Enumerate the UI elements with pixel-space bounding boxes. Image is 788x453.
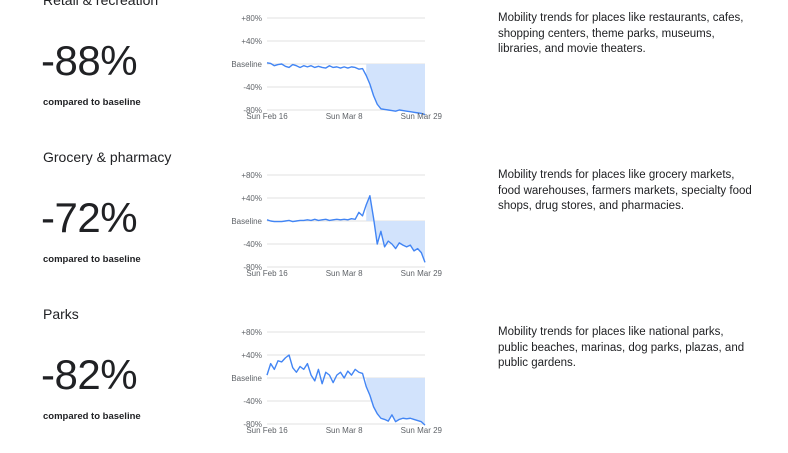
section-title: Grocery & pharmacy (43, 149, 172, 165)
section-grocery-pharmacy: Grocery & pharmacy -72% compared to base… (0, 139, 788, 296)
change-area (366, 195, 425, 263)
section-title: Parks (43, 306, 79, 322)
percent-change: -72% (41, 194, 138, 241)
series-line (266, 195, 426, 263)
y-tick-label: +40% (241, 194, 262, 203)
y-tick-label: -80% (243, 420, 262, 429)
y-tick-label: +80% (241, 14, 262, 23)
y-tick-label: -40% (243, 83, 262, 92)
mobility-chart: +80% +40% Baseline -40% -80%Sun Feb 16 Sun Ma… (231, 171, 443, 278)
y-tick-label: Baseline (231, 374, 262, 383)
y-tick-label: -80% (243, 106, 262, 115)
y-tick-label: -80% (243, 263, 262, 272)
mobility-chart: +80% +40% Baseline -40% -80%Sun Feb 16 Sun Ma… (231, 328, 443, 435)
x-tick-label: Sun Mar 29 (401, 426, 443, 435)
compared-to-baseline-label: compared to baseline (43, 97, 141, 108)
section-description: Mobility trends for places like grocery … (498, 169, 752, 212)
series-line (266, 62, 426, 116)
y-tick-label: -40% (243, 240, 262, 249)
section-description: Mobility trends for places like national… (498, 326, 745, 369)
x-tick-label: Sun Mar 29 (401, 112, 443, 121)
change-area (366, 64, 425, 115)
x-tick-label: Sun Mar 8 (326, 269, 363, 278)
y-tick-label: Baseline (231, 60, 262, 69)
section-description: Mobility trends for places like restaura… (498, 12, 744, 55)
percent-change: -88% (41, 37, 138, 84)
percent-change: -82% (41, 351, 138, 398)
x-tick-label: Sun Mar 29 (401, 269, 443, 278)
x-tick-label: Sun Feb 16 (246, 112, 288, 121)
y-tick-label: +40% (241, 37, 262, 46)
compared-to-baseline-label: compared to baseline (43, 254, 141, 265)
y-tick-label: -40% (243, 397, 262, 406)
section-title: Retail & recreation (43, 0, 159, 8)
compared-to-baseline-label: compared to baseline (43, 411, 141, 422)
y-tick-label: +80% (241, 171, 262, 180)
change-area (366, 378, 425, 426)
x-tick-label: Sun Feb 16 (246, 426, 288, 435)
y-tick-label: +40% (241, 351, 262, 360)
section-parks: Parks -82% compared to baseline +80% +40%… (0, 296, 788, 453)
mobility-chart: +80% +40% Baseline -40% -80%Sun Feb 16 Sun Ma… (231, 14, 443, 121)
x-tick-label: Sun Mar 8 (326, 426, 363, 435)
y-tick-label: +80% (241, 328, 262, 337)
series-line (266, 354, 426, 426)
y-tick-label: Baseline (231, 217, 262, 226)
x-tick-label: Sun Mar 8 (326, 112, 363, 121)
x-tick-label: Sun Feb 16 (246, 269, 288, 278)
section-retail-recreation: Retail & recreation -88% compared to bas… (0, 0, 788, 139)
